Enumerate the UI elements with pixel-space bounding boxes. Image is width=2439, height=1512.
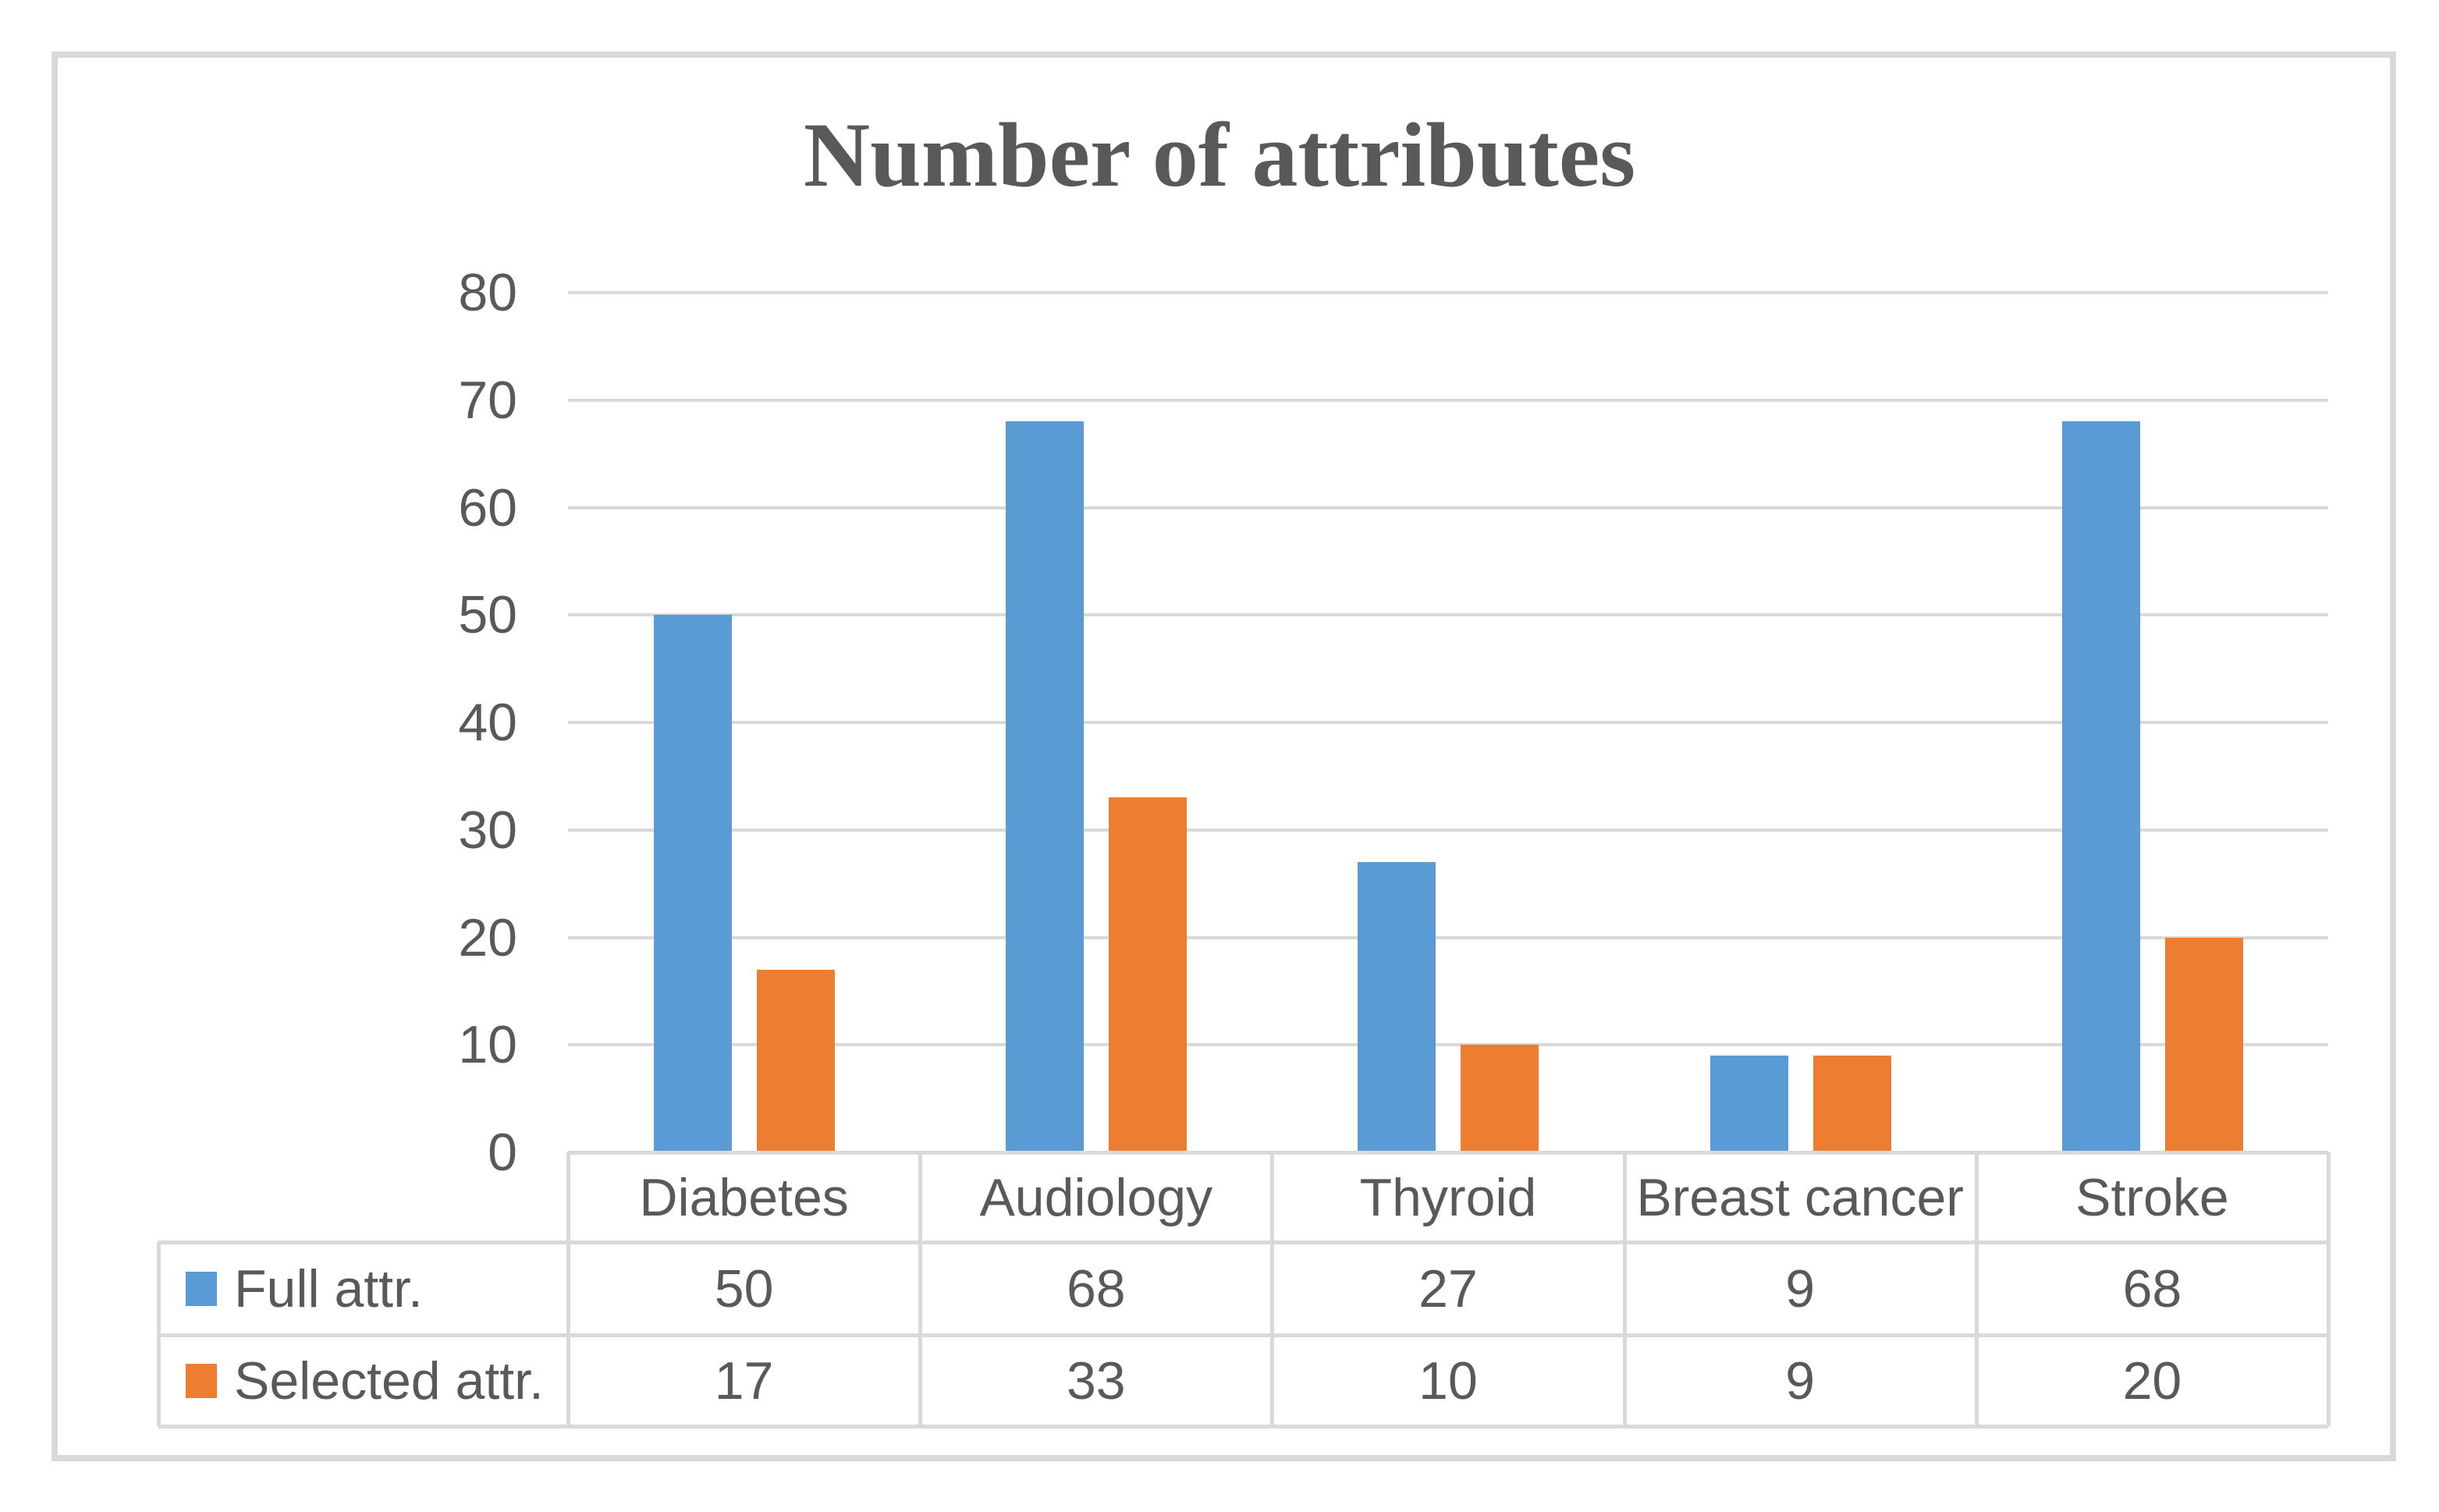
y-gridline: [568, 721, 2328, 724]
table-header-cell-thyroid: Thyroid: [1359, 1167, 1537, 1227]
y-gridline: [568, 291, 2328, 294]
legend-swatch-icon: [186, 1363, 217, 1398]
bar-full-attr-breast-cancer: [1709, 1056, 1788, 1152]
table-border-column-line: [1974, 1152, 1979, 1426]
chart-title: Number of attributes: [803, 104, 1636, 206]
table-value-cell: 68: [2122, 1258, 2182, 1319]
legend-cell-full-attr: Full attr.: [158, 1242, 568, 1335]
legend-swatch-icon: [186, 1271, 217, 1306]
bar-selected-attr-stroke: [2164, 937, 2243, 1152]
bar-full-attr-diabetes: [654, 615, 732, 1152]
bar-selected-attr-audiology: [1109, 797, 1188, 1152]
table-value-cell: 50: [714, 1258, 774, 1319]
legend-label: Selected attr.: [234, 1351, 544, 1411]
table-value-cell: 9: [1785, 1351, 1816, 1411]
legend-label: Full attr.: [234, 1258, 423, 1319]
table-value-cell: 10: [1418, 1351, 1478, 1411]
table-value-cell: 33: [1066, 1351, 1126, 1411]
y-gridline: [568, 1043, 2328, 1047]
bar-full-attr-stroke: [2061, 421, 2140, 1152]
table-border-column-line: [2327, 1152, 2331, 1426]
y-axis-tick-label: 60: [458, 477, 517, 538]
table-header-cell-diabetes: Diabetes: [639, 1167, 849, 1227]
y-axis-tick-label: 20: [458, 907, 517, 967]
bar-selected-attr-thyroid: [1461, 1045, 1539, 1152]
y-axis-tick-label: 10: [458, 1015, 517, 1075]
table-value-cell: 9: [1785, 1258, 1816, 1319]
table-border-row-line: [158, 1425, 2328, 1429]
table-border-axis-line: [568, 1151, 2328, 1155]
y-axis-tick-label: 40: [458, 693, 517, 752]
y-axis-tick-label: 0: [488, 1123, 517, 1182]
y-axis-tick-label: 30: [458, 800, 517, 860]
y-gridline: [568, 828, 2328, 832]
y-gridline: [568, 613, 2328, 617]
table-border-row-line: [158, 1240, 2328, 1244]
y-axis-tick-label: 80: [458, 263, 517, 322]
bar-full-attr-audiology: [1006, 421, 1085, 1152]
table-border-row-line: [158, 1333, 2328, 1337]
bar-full-attr-thyroid: [1358, 862, 1436, 1152]
bar-selected-attr-breast-cancer: [1812, 1056, 1891, 1152]
y-axis-tick-label: 50: [458, 585, 517, 645]
chart-frame: [51, 51, 2396, 1461]
table-border-column-line: [1622, 1152, 1627, 1426]
y-gridline: [568, 506, 2328, 509]
table-value-cell: 27: [1418, 1258, 1478, 1319]
table-value-cell: 68: [1066, 1258, 1126, 1319]
legend-cell-selected-attr: Selected attr.: [158, 1335, 568, 1426]
table-header-cell-breast-cancer: Breast cancer: [1636, 1167, 1964, 1227]
y-axis-tick-label: 70: [458, 370, 517, 430]
table-header-cell-stroke: Stroke: [2075, 1167, 2229, 1227]
table-value-cell: 17: [714, 1351, 774, 1411]
y-gridline: [568, 935, 2328, 939]
bar-selected-attr-diabetes: [757, 969, 835, 1152]
table-border-column-line: [1270, 1152, 1275, 1426]
table-header-cell-audiology: Audiology: [979, 1167, 1213, 1227]
y-gridline: [568, 398, 2328, 402]
table-border-left-edge: [157, 1242, 161, 1426]
table-value-cell: 20: [2122, 1351, 2182, 1411]
table-border-column-line: [566, 1152, 570, 1426]
table-border-column-line: [918, 1152, 923, 1426]
